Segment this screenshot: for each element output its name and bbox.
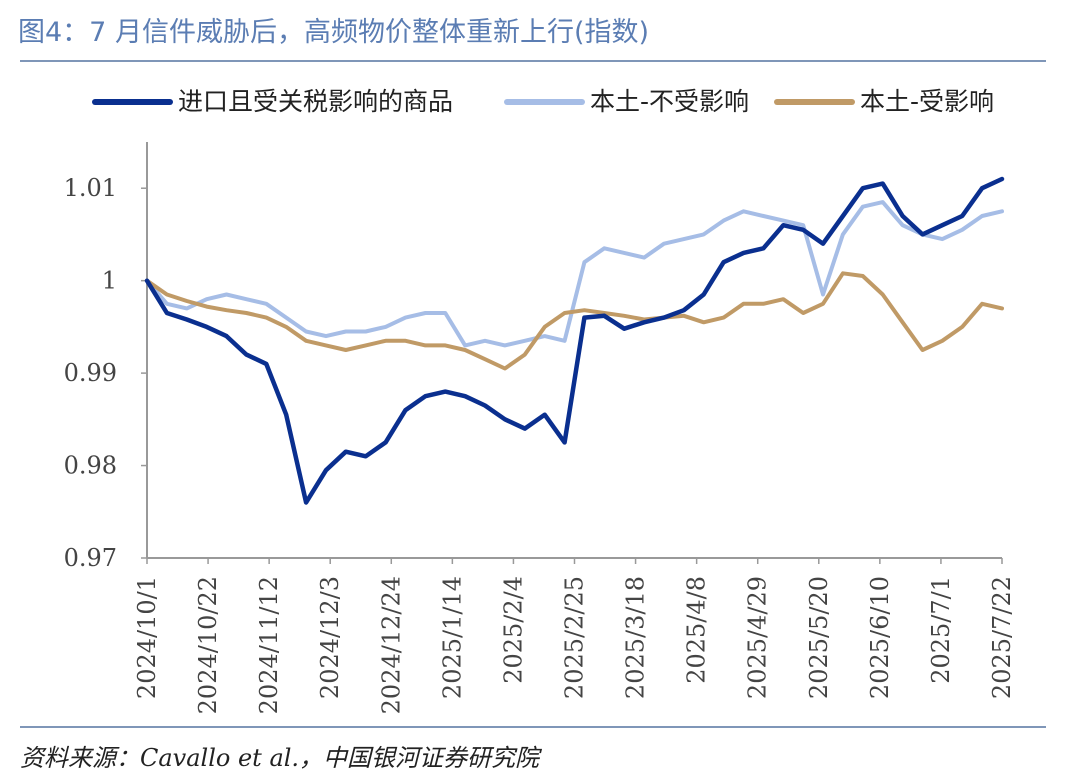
- bottom-divider: [20, 726, 1046, 728]
- x-tick-label: 2025/2/25: [561, 576, 589, 699]
- legend-label: 本土-受影响: [860, 87, 994, 116]
- y-tick-label: 0.99: [64, 359, 117, 387]
- x-tick-label: 2025/3/18: [622, 576, 650, 699]
- x-tick-label: 2024/12/24: [377, 576, 405, 714]
- series-line-0: [144, 176, 1005, 505]
- chart: 进口且受关税影响的商品 本土-不受影响 本土-受影响 0.97 0.98 0.99 1 1.…: [64, 87, 1016, 714]
- y-tick-label: 0.97: [64, 544, 117, 572]
- x-tick-label: 2025/4/8: [683, 576, 711, 684]
- x-tick-label: 2025/7/1: [927, 576, 955, 684]
- x-tick-label: 2025/1/14: [438, 576, 466, 699]
- x-tick-label: 2024/10/22: [194, 576, 222, 714]
- legend-label: 进口且受关税影响的商品: [178, 87, 453, 116]
- series-layer: [144, 176, 1005, 505]
- chart-title: 图4：7 月信件威胁后，高频物价整体重新上行(指数): [18, 17, 650, 48]
- legend-label: 本土-不受影响: [590, 87, 749, 116]
- x-tick-label: 2025/7/22: [988, 576, 1016, 699]
- axes: 0.97 0.98 0.99 1 1.01 2024/10/1 2024/10/22 2024…: [64, 142, 1016, 714]
- x-tick-label: 2025/6/10: [866, 576, 894, 699]
- source-note: 资料来源：Cavallo et al.，中国银河证券研究院: [20, 744, 540, 772]
- x-tick-label: 2024/11/12: [255, 576, 283, 714]
- legend: 进口且受关税影响的商品 本土-不受影响 本土-受影响: [92, 87, 994, 116]
- x-tick-label: 2025/2/4: [499, 576, 527, 684]
- y-tick-label: 0.98: [64, 452, 117, 480]
- x-tick-label: 2024/12/3: [316, 576, 344, 699]
- x-tick-label: 2025/4/29: [744, 576, 772, 699]
- series-line-2: [145, 271, 1004, 371]
- x-tick-label: 2024/10/1: [133, 576, 161, 699]
- y-tick-label: 1: [102, 267, 117, 295]
- top-divider: [20, 60, 1046, 62]
- x-tick-label: 2025/5/20: [805, 576, 833, 699]
- series-line-1: [145, 200, 1004, 348]
- y-tick-label: 1.01: [64, 174, 117, 202]
